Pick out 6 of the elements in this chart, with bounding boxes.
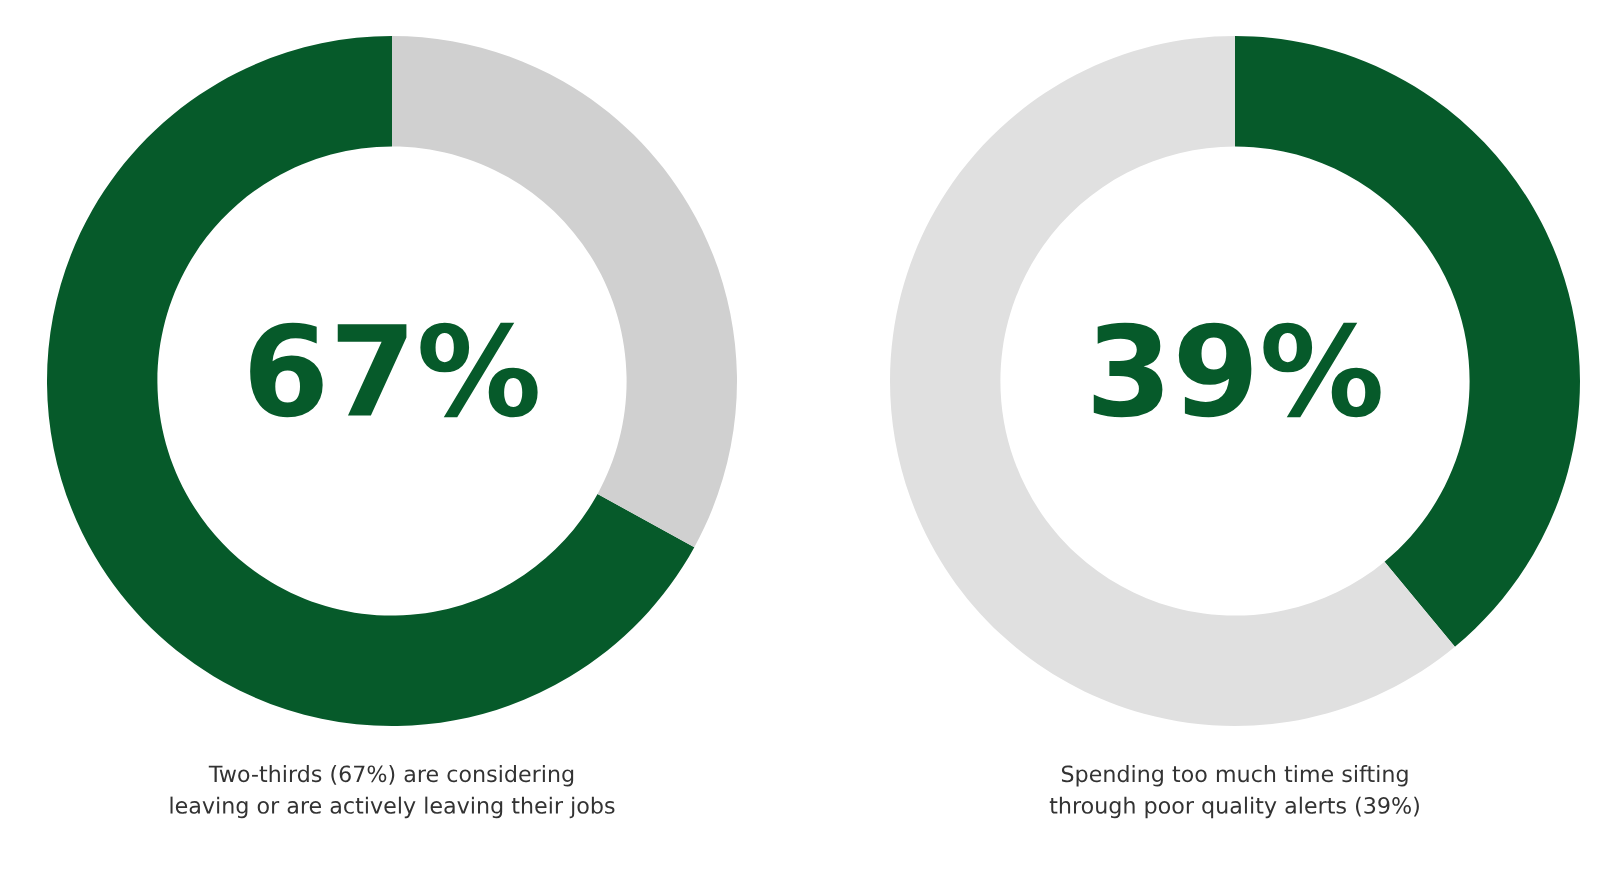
- data-label: 67%: [250, 322, 538, 418]
- text: Two-thirds (67%) are considering leaving or are actively leaving their jobs: [170, 765, 615, 819]
- donut-slice: [47, 36, 695, 726]
- donut-slice: [890, 36, 1455, 726]
- text: Spending too much time sifting through poor quality alerts (39%): [1049, 765, 1419, 819]
- data-label: 39%: [1093, 322, 1381, 418]
